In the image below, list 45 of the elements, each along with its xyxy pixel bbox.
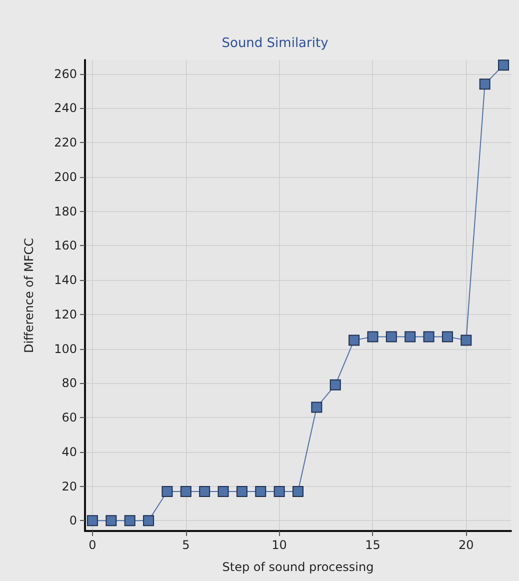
x-tick-label: 10 <box>272 538 287 552</box>
point <box>106 515 117 526</box>
y-tick-label: 200 <box>54 170 77 184</box>
point <box>423 331 434 342</box>
x-tick-label: 15 <box>365 538 380 552</box>
point <box>330 379 341 390</box>
x-tick-label: 0 <box>88 538 96 552</box>
y-tick-label: 80 <box>62 376 77 390</box>
point <box>386 331 397 342</box>
y-tick-label: 40 <box>62 444 77 459</box>
y-tick-label: 180 <box>54 204 77 218</box>
chart-title: Sound Similarity <box>222 36 329 51</box>
y-tick-label: 140 <box>54 273 77 288</box>
y-tick-label: 260 <box>54 66 77 81</box>
point <box>236 486 248 497</box>
point <box>143 515 154 526</box>
y-tick-label: 120 <box>54 307 77 322</box>
point <box>348 334 360 346</box>
y-tick-label: 60 <box>62 410 77 425</box>
point <box>460 334 472 346</box>
point <box>124 515 136 526</box>
point <box>218 486 229 497</box>
x-axis-title: Step of sound processing <box>222 560 374 574</box>
point <box>255 486 266 497</box>
y-tick-label: 240 <box>54 101 77 116</box>
y-axis-title: Difference of MFCC <box>22 238 36 354</box>
point <box>442 331 453 342</box>
point <box>199 486 210 497</box>
point <box>367 331 378 342</box>
point <box>479 78 490 90</box>
x-tick-label: 20 <box>458 538 474 552</box>
point <box>86 515 98 526</box>
point <box>292 486 304 497</box>
y-tick-label: 20 <box>62 479 77 494</box>
y-tick-label: 0 <box>69 514 77 528</box>
point <box>404 331 416 342</box>
point <box>180 486 192 497</box>
point <box>498 60 510 71</box>
y-tick-label: 100 <box>54 342 77 356</box>
point <box>274 486 285 497</box>
point <box>162 486 173 497</box>
x-tick-label: 5 <box>182 538 190 552</box>
y-tick-label: 220 <box>54 136 77 150</box>
point <box>311 402 322 413</box>
y-tick-label: 160 <box>54 238 77 253</box>
